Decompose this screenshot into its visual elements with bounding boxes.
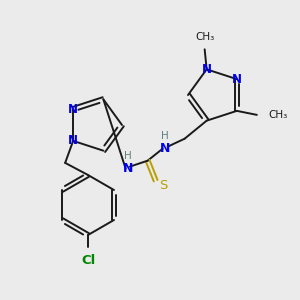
- Text: N: N: [68, 134, 78, 147]
- Text: H: H: [124, 151, 131, 161]
- Text: S: S: [159, 179, 167, 192]
- Text: N: N: [122, 162, 133, 175]
- Text: N: N: [68, 103, 78, 116]
- Text: N: N: [160, 142, 170, 155]
- Text: CH₃: CH₃: [269, 110, 288, 120]
- Text: H: H: [161, 131, 169, 141]
- Text: Cl: Cl: [81, 254, 95, 267]
- Text: N: N: [232, 73, 242, 85]
- Text: CH₃: CH₃: [195, 32, 214, 42]
- Text: N: N: [202, 63, 212, 76]
